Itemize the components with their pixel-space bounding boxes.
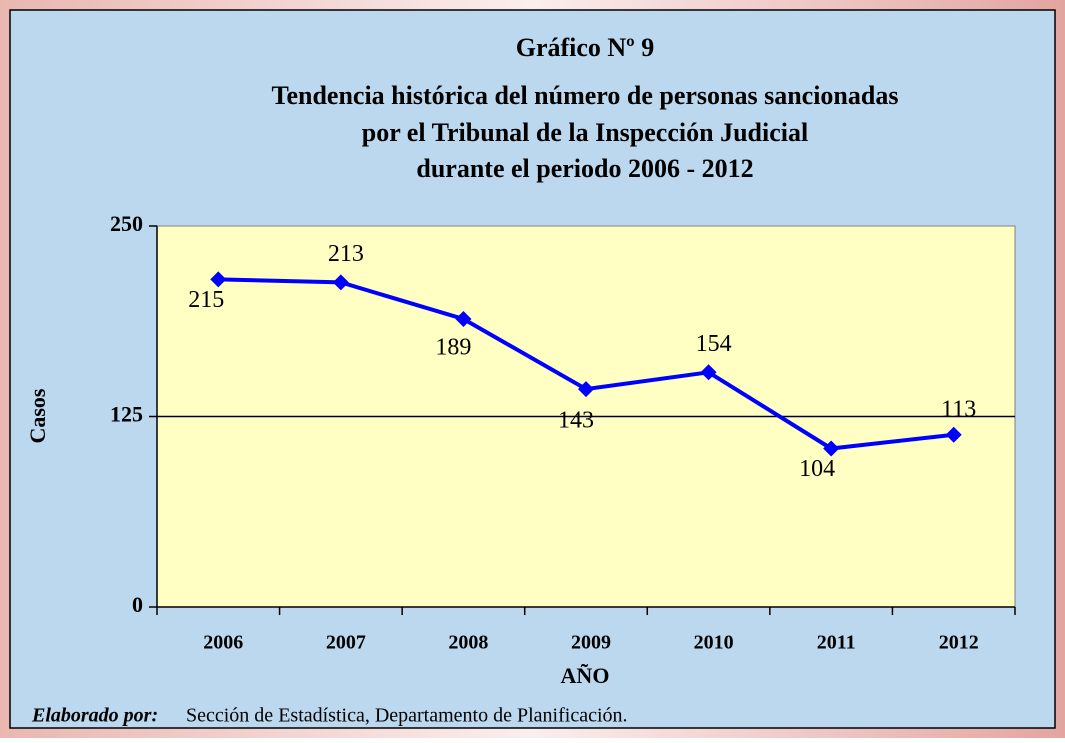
marker [332,274,349,291]
data-label: 154 [696,331,732,357]
y-tick-label: 125 [110,402,143,427]
marker [455,310,472,327]
marker [823,440,840,457]
data-label: 113 [941,396,976,422]
x-tick-label: 2007 [326,632,366,654]
y-tick-label: 250 [110,211,143,236]
chart-title: Tendencia histórica del número de person… [272,81,899,110]
x-tick-label: 2006 [203,632,243,654]
x-tick-label: 2009 [571,632,611,654]
footer-label: Elaborado por: [31,705,158,727]
chart-title: durante el periodo 2006 - 2012 [416,154,753,183]
data-label: 213 [328,241,364,267]
x-tick-label: 2012 [939,632,979,654]
data-label: 215 [188,287,224,313]
footer-text: Sección de Estadística, Departamento de … [186,705,628,727]
data-label: 189 [435,334,471,360]
marker [945,426,962,443]
x-tick-label: 2011 [817,632,856,654]
y-tick-label: 0 [132,592,143,617]
chart-title: por el Tribunal de la Inspección Judicia… [362,118,808,147]
marker [700,364,717,381]
x-tick-label: 2010 [694,632,734,654]
x-axis-label: AÑO [561,663,610,688]
data-label: 143 [558,408,594,434]
marker [578,381,594,398]
chart-title: Gráfico Nº 9 [516,33,655,62]
marker [210,271,227,288]
y-axis-label: Casos [25,388,50,443]
data-label: 104 [799,456,835,482]
x-tick-label: 2008 [448,632,488,654]
